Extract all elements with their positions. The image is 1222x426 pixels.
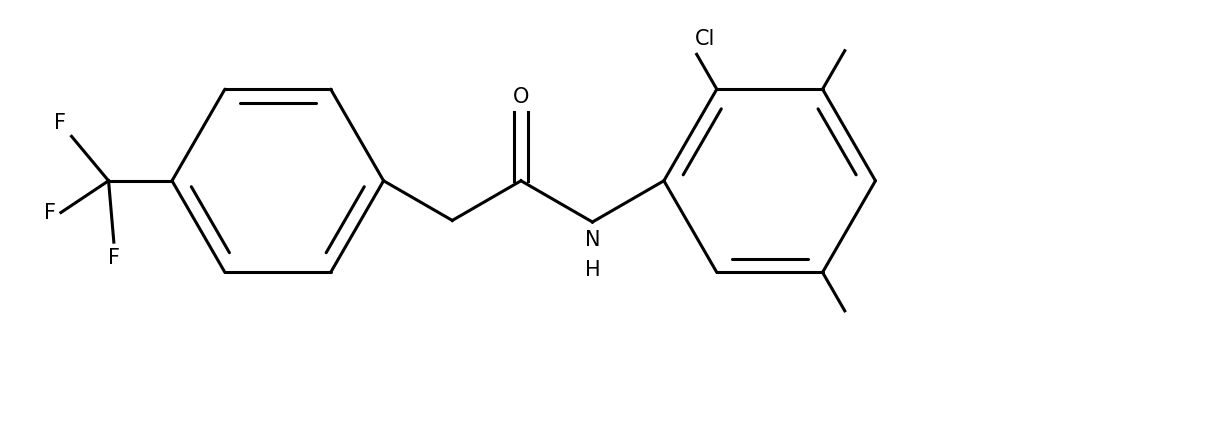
Text: F: F	[54, 113, 66, 133]
Text: N: N	[584, 230, 600, 250]
Text: H: H	[584, 259, 600, 279]
Text: Cl: Cl	[694, 29, 715, 49]
Text: O: O	[513, 86, 529, 106]
Text: F: F	[108, 248, 120, 268]
Text: F: F	[44, 203, 56, 223]
